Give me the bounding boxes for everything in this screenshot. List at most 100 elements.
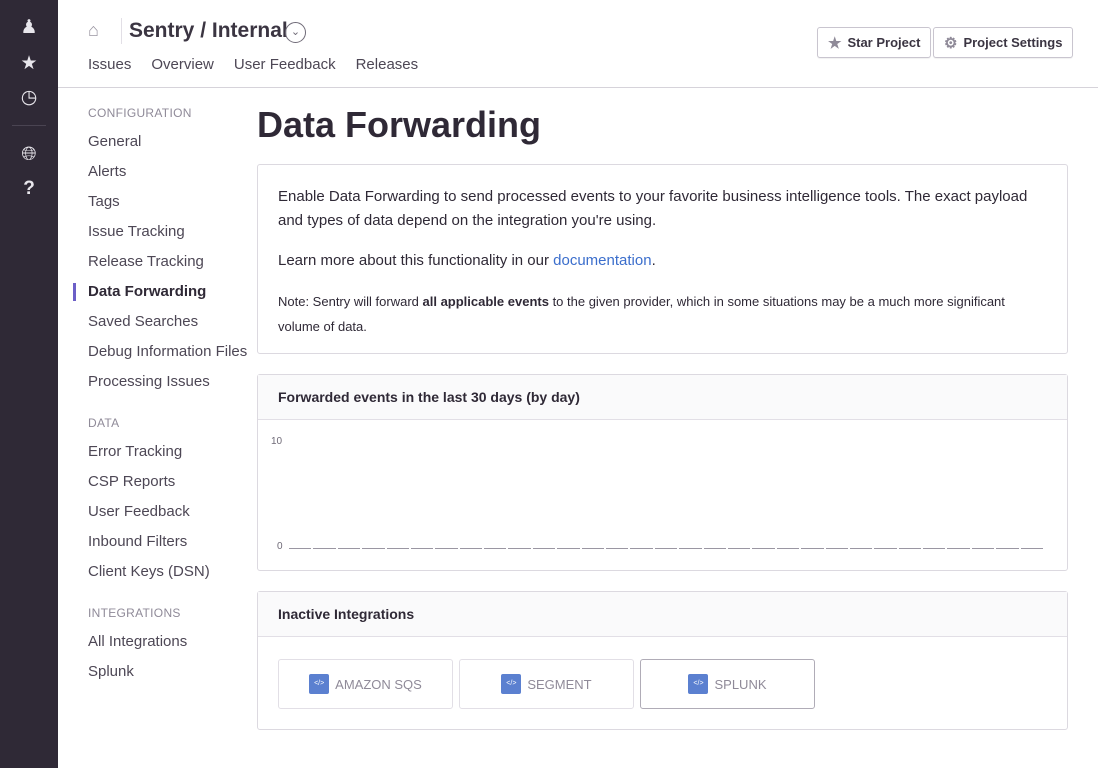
note-suffix: to the given provider, which in some sit… [278, 294, 1005, 334]
divider [12, 125, 46, 126]
chart-bar[interactable] [752, 548, 775, 549]
learn-prefix: Learn more about this functionality in o… [278, 252, 554, 269]
code-icon: </> [688, 674, 709, 694]
sidebar-item-general[interactable]: General [88, 133, 142, 150]
global-sidebar: ♟ ★ ◷ 🌐︎ ? [0, 0, 58, 768]
home-icon[interactable]: ⌂ [88, 20, 99, 40]
user-icon[interactable]: ♟ [20, 17, 38, 38]
sidebar-item-processing-issues[interactable]: Processing Issues [88, 373, 210, 390]
chart-bar[interactable] [362, 548, 385, 549]
learn-more-text: Learn more about this functionality in o… [278, 249, 1047, 273]
chart-bar[interactable] [630, 548, 653, 549]
star-icon: ★ [828, 34, 842, 52]
chevron-down-icon[interactable]: ⌄ [285, 22, 306, 43]
note-prefix: Note: Sentry will forward [278, 294, 423, 309]
sidebar-item-release-tracking[interactable]: Release Tracking [88, 253, 204, 270]
sidebar-item-splunk[interactable]: Splunk [88, 663, 134, 680]
sidebar-item-tags[interactable]: Tags [88, 193, 120, 210]
sidebar-item-csp-reports[interactable]: CSP Reports [88, 473, 176, 490]
sidebar-heading: DATA [88, 416, 120, 430]
integrations-panel: Inactive Integrations </> AMAZON SQS </> SE… [257, 591, 1068, 730]
documentation-link[interactable]: documentation [553, 252, 652, 269]
chart-bar[interactable] [679, 548, 702, 549]
integrations-title: Inactive Integrations [258, 592, 1067, 637]
chart-bar[interactable] [874, 548, 897, 549]
integration-name: SPLUNK [714, 676, 767, 692]
chart-bar[interactable] [801, 548, 824, 549]
project-settings-button[interactable]: ⚙ Project Settings [933, 27, 1074, 58]
project-title[interactable]: Sentry / Internal [129, 19, 288, 42]
sidebar-item-issue-tracking[interactable]: Issue Tracking [88, 223, 185, 240]
chart-bar[interactable] [825, 548, 848, 549]
nav-releases[interactable]: Releases [355, 56, 419, 73]
nav-issues[interactable]: Issues [88, 56, 132, 73]
chart-bar[interactable] [849, 548, 873, 549]
chart-bar[interactable] [313, 548, 336, 549]
sidebar-item-debug-information-files[interactable]: Debug Information Files [88, 343, 248, 360]
settings-sidebar: CONFIGURATION General Alerts Tags Issue Trac… [73, 106, 248, 690]
star-icon[interactable]: ★ [20, 53, 38, 74]
integrations-list: </> AMAZON SQS </> SEGMENT </> SPLUNK [258, 637, 1067, 729]
intro-text: Enable Data Forwarding to send processed… [278, 188, 1028, 229]
sidebar-item-data-forwarding[interactable]: Data Forwarding [73, 280, 248, 304]
sidebar-item-saved-searches[interactable]: Saved Searches [88, 313, 199, 330]
gear-icon: ⚙ [944, 34, 958, 52]
y-tick-10: 10 [271, 436, 283, 447]
sidebar-item-client-keys-dsn[interactable]: Client Keys (DSN) [88, 563, 210, 580]
note-text: Note: Sentry will forward all applicable… [278, 289, 1047, 339]
chart-bar[interactable] [971, 548, 995, 549]
integration-splunk[interactable]: </> SPLUNK [640, 659, 815, 709]
sidebar-item-error-tracking[interactable]: Error Tracking [88, 443, 183, 460]
sidebar-heading: INTEGRATIONS [88, 606, 181, 620]
chart-bar[interactable] [606, 548, 629, 549]
chart-bar[interactable] [337, 548, 361, 549]
chart-bar[interactable] [703, 548, 726, 549]
sidebar-item-all-integrations[interactable]: All Integrations [88, 633, 188, 650]
chart-bar[interactable] [484, 548, 507, 549]
integration-amazon-sqs[interactable]: </> AMAZON SQS [278, 659, 453, 709]
nav-user-feedback[interactable]: User Feedback [233, 56, 336, 73]
chart-bar[interactable] [776, 548, 800, 549]
chart-bar[interactable] [289, 548, 312, 549]
description-panel: Enable Data Forwarding to send processed… [257, 164, 1068, 354]
chart-bar[interactable] [947, 548, 970, 549]
chart-bar[interactable] [459, 548, 483, 549]
nav-overview[interactable]: Overview [151, 56, 214, 73]
globe-icon[interactable]: 🌐︎ [21, 144, 37, 165]
chart-panel: Forwarded events in the last 30 days (by… [257, 374, 1068, 571]
project-header: ⌂ Sentry / Internal ⌄ Issues Overview Us… [58, 0, 1098, 88]
chart-bar[interactable] [557, 548, 580, 549]
chart-bar[interactable] [435, 548, 458, 549]
chart-bar[interactable] [1020, 548, 1043, 549]
chart-bar[interactable] [581, 548, 605, 549]
code-icon: </> [309, 674, 330, 694]
main-content: Data Forwarding Enable Data Forwarding t… [257, 104, 1068, 750]
divider [121, 18, 122, 44]
chart-bar[interactable] [923, 548, 946, 549]
forwarded-events-chart: 10 0 [258, 420, 1067, 570]
star-project-button[interactable]: ★ Star Project [817, 27, 932, 58]
sidebar-item-user-feedback[interactable]: User Feedback [88, 503, 190, 520]
sidebar-item-alerts[interactable]: Alerts [88, 163, 127, 180]
help-icon[interactable]: ? [23, 178, 35, 199]
y-tick-0: 0 [277, 541, 283, 552]
integration-segment[interactable]: </> SEGMENT [459, 659, 634, 709]
integration-name: SEGMENT [527, 676, 592, 692]
chart-bar[interactable] [727, 548, 751, 549]
page-title: Data Forwarding [257, 104, 542, 145]
integration-name: AMAZON SQS [335, 676, 422, 692]
activity-icon[interactable]: ◷ [20, 87, 38, 108]
chart-bar[interactable] [532, 548, 556, 549]
learn-suffix: . [651, 252, 656, 269]
chart-bar[interactable] [996, 548, 1019, 549]
chart-bar[interactable] [386, 548, 409, 549]
chart-bar[interactable] [410, 548, 434, 549]
note-bold: all applicable events [422, 294, 549, 309]
chart-title: Forwarded events in the last 30 days (by… [258, 375, 1067, 420]
chart-bar[interactable] [898, 548, 922, 549]
sidebar-item-inbound-filters[interactable]: Inbound Filters [88, 533, 188, 550]
chart-bar[interactable] [508, 548, 531, 549]
sidebar-heading: CONFIGURATION [88, 106, 192, 120]
chart-bar[interactable] [654, 548, 678, 549]
star-project-label: Star Project [847, 35, 921, 50]
